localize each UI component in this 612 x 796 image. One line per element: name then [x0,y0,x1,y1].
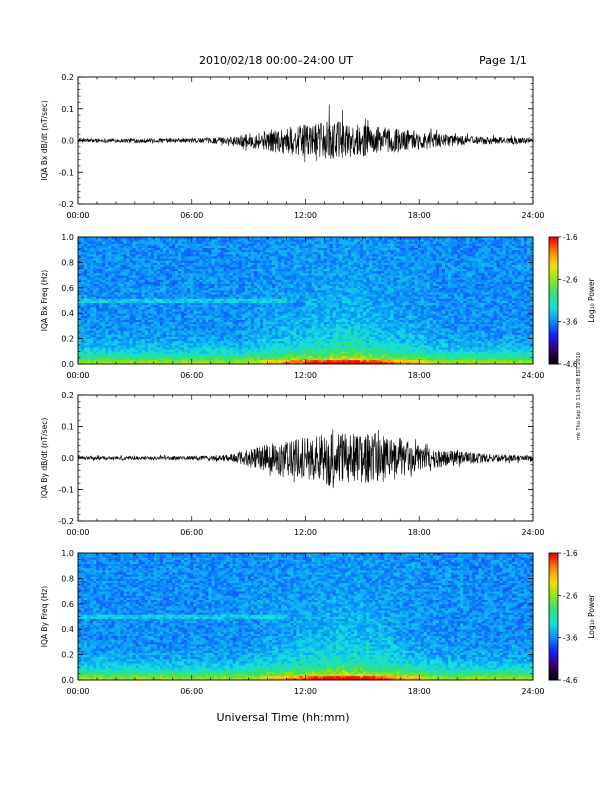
figure-title: 2010/02/18 00:00–24:00 UT [199,54,353,67]
y-tick-label: 0.1 [61,105,74,114]
y-tick-label: 0.2 [61,73,74,82]
x-tick-label: 18:00 [408,211,431,220]
y-axis-title: IQA Bx dB/dt (nT/sec) [40,100,49,181]
panel-1: 00:00 06:00 12:00 18:00 24:00 0.2 0.1 0.0 -0.1 -0… [40,73,545,220]
x-tick-label: 00:00 [66,211,89,220]
x-axis-title: Universal Time (hh:mm) [217,711,350,724]
y-tick-label: -0.1 [58,168,74,177]
trace-line [78,104,533,162]
x-tick-label: 06:00 [180,211,203,220]
y-tick-label: 0.0 [61,137,74,146]
y-tick-label: -0.2 [58,200,74,209]
page-indicator: Page 1/1 [479,54,527,67]
x-tick-label: 24:00 [521,211,544,220]
x-tick-label: 12:00 [294,211,317,220]
